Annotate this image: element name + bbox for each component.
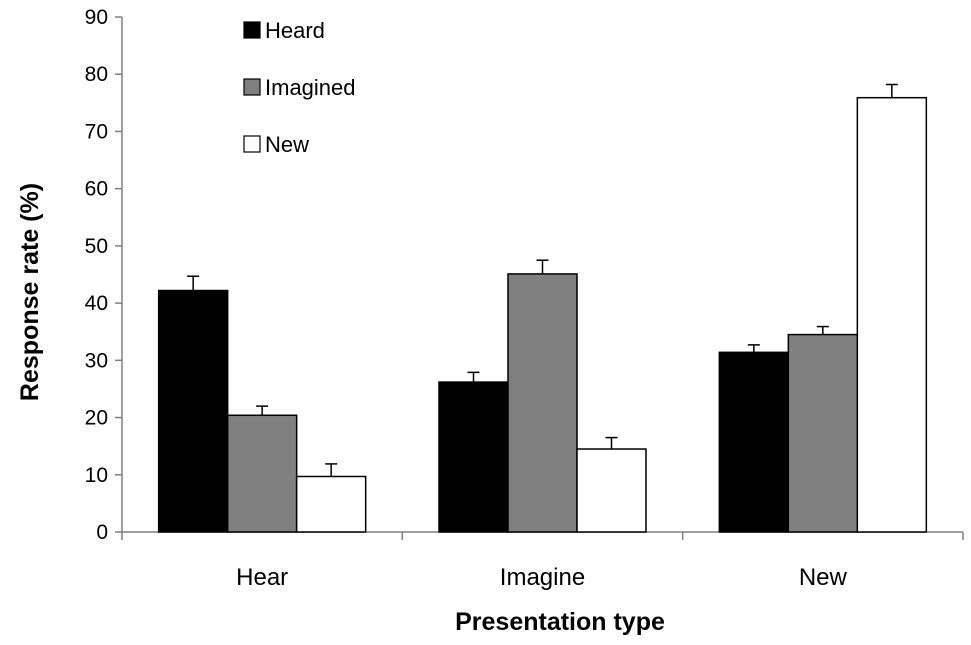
y-tick-label: 40 [85, 292, 108, 315]
bar-heard-hear [157, 289, 229, 533]
bar-imagined-new [787, 333, 859, 533]
y-tick-label: 0 [96, 521, 108, 544]
bar-heard-new [718, 351, 790, 533]
error-bars [187, 83, 898, 477]
error-bar [816, 325, 829, 335]
legend-item: Heard [243, 18, 325, 43]
error-bar [885, 83, 898, 98]
bar-heard-imagine [438, 381, 509, 533]
legend-label: New [265, 132, 309, 157]
y-tick-label: 90 [85, 6, 108, 29]
error-bar [187, 275, 200, 291]
error-bar [325, 463, 338, 477]
error-bar [747, 344, 760, 353]
error-bar [256, 405, 269, 416]
y-tick-label: 20 [85, 407, 108, 430]
y-tick-label: 10 [85, 464, 108, 487]
y-tick-label: 50 [85, 235, 108, 258]
error-bar [536, 259, 549, 274]
x-tick-label: New [799, 564, 848, 591]
bar-imagined-imagine [507, 273, 578, 533]
legend: Heard Imagined New [243, 18, 356, 157]
bar-new-hear [295, 475, 367, 533]
y-axis-title: Response rate (%) [16, 183, 44, 401]
legend-swatch [243, 21, 261, 39]
x-axis-title: Presentation type [455, 608, 665, 636]
legend-swatch [243, 78, 261, 96]
legend-label: Imagined [265, 75, 356, 100]
y-tick-label: 30 [85, 349, 108, 372]
bar-imagined-hear [226, 414, 298, 533]
legend-item: Imagined [243, 75, 356, 100]
legend-item: New [243, 132, 309, 157]
legend-swatch [243, 135, 261, 153]
y-tick-label: 80 [85, 63, 108, 86]
y-tick-label: 60 [85, 178, 108, 201]
x-tick-label: Imagine [500, 564, 585, 591]
bar-new-imagine [576, 448, 647, 533]
bar-new-new [856, 96, 928, 533]
error-bar [605, 436, 618, 450]
legend-label: Heard [265, 18, 325, 43]
y-tick-label: 70 [85, 120, 108, 143]
x-tick-label: Hear [236, 564, 288, 591]
bars [157, 96, 928, 533]
tick-labels: 0 10 20 30 40 50 60 70 80 90 Hear Imagine New [85, 6, 848, 591]
error-bar [467, 371, 480, 383]
